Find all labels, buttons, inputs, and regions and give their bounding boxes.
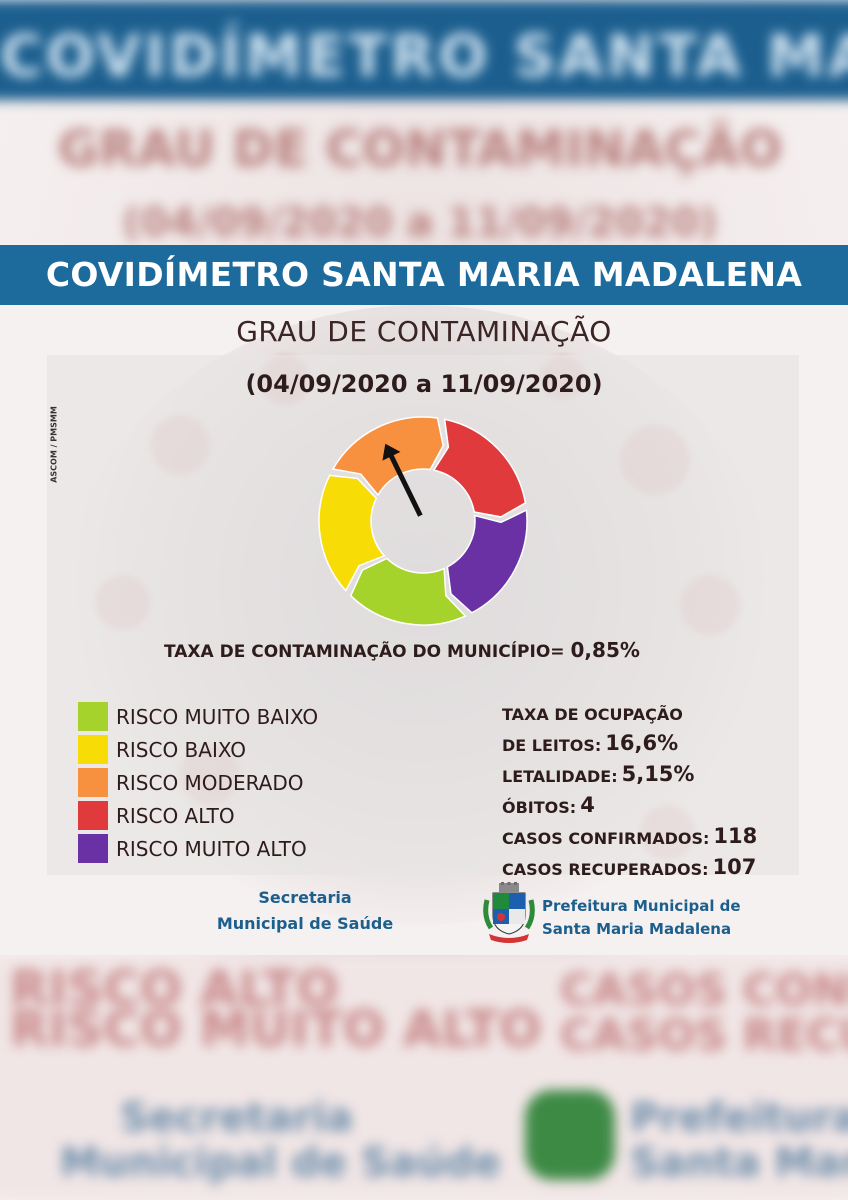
page-title: COVIDÍMETRO SANTA MARIA MADALENA — [45, 255, 803, 294]
occupancy-value: 16,6% — [605, 731, 679, 755]
recovered-value: 107 — [712, 855, 757, 879]
gauge-pointer-arrowhead — [382, 443, 401, 461]
legend-label: RISCO MUITO ALTO — [116, 836, 307, 861]
background-footer-text: Santa Maria Madalena — [630, 1140, 848, 1186]
health-department: Secretaria Municipal de Saúde — [205, 885, 405, 937]
background-legend-text: RISCO ALTO — [10, 960, 339, 1018]
background-legend-text: RISCO MUITO ALTO — [10, 1000, 542, 1058]
occupancy-heading: TAXA DE OCUPAÇÃO — [502, 693, 757, 724]
legend-swatch — [78, 768, 108, 797]
contamination-rate-label: TAXA DE CONTAMINAÇÃO DO MUNICÍPIO= — [164, 642, 565, 662]
legend-swatch — [78, 735, 108, 764]
background-title-text: COVIDÍMETRO SANTA MARIA MADALENA — [0, 22, 848, 90]
background-subtitle: GRAU DE CONTAMINAÇÃO — [57, 120, 783, 178]
background-date-range: (04/09/2020 a 11/09/2020) — [122, 200, 718, 246]
legend-item: RISCO MUITO BAIXO — [78, 700, 318, 733]
contamination-rate-value: 0,85% — [570, 638, 640, 662]
city-hall-line-2: Santa Maria Madalena — [542, 920, 732, 938]
health-department-line-1: Secretaria — [258, 888, 352, 907]
subtitle: GRAU DE CONTAMINAÇÃO — [236, 315, 612, 348]
city-hall-line-1: Prefeitura Municipal de — [542, 897, 741, 915]
gauge-pointer — [387, 451, 423, 517]
risk-gauge — [318, 416, 528, 626]
date-range: (04/09/2020 a 11/09/2020) — [245, 370, 603, 398]
legend-swatch — [78, 834, 108, 863]
legend-swatch — [78, 801, 108, 830]
deaths-row: ÓBITOS: 4 — [502, 786, 757, 817]
legend-item: RISCO MODERADO — [78, 766, 318, 799]
lethality-label: LETALIDADE: — [502, 767, 618, 786]
credit-text: ASCOM / PMSMM — [49, 406, 59, 483]
background-stat-text: CASOS RECUPERADOS: — [560, 1010, 848, 1061]
background-footer-text: Prefeitura Municipal de — [630, 1095, 848, 1141]
occupancy-row: DE LEITOS: 16,6% — [502, 724, 757, 755]
poster-card: COVIDÍMETRO SANTA MARIA MADALENA GRAU DE… — [0, 245, 848, 955]
background-bottom-band — [0, 955, 848, 1200]
credit-label: ASCOM / PMSMM — [44, 406, 64, 490]
statistics-block: TAXA DE OCUPAÇÃO DE LEITOS: 16,6% LETALID… — [502, 693, 757, 879]
confirmed-row: CASOS CONFIRMADOS: 118 — [502, 817, 757, 848]
legend-item: RISCO MUITO ALTO — [78, 832, 318, 865]
confirmed-label: CASOS CONFIRMADOS: — [502, 829, 710, 848]
lethality-row: LETALIDADE: 5,15% — [502, 755, 757, 786]
background-footer-text: Municipal de Saúde — [60, 1140, 501, 1186]
title-bar — [0, 245, 848, 305]
confirmed-value: 118 — [713, 824, 758, 848]
legend-label: RISCO MUITO BAIXO — [116, 704, 319, 729]
risk-legend: RISCO MUITO BAIXO RISCO BAIXO RISCO MODERA… — [78, 700, 318, 865]
gauge-segment — [446, 508, 528, 614]
lethality-value: 5,15% — [621, 762, 695, 786]
legend-swatch — [78, 702, 108, 731]
background-logo — [525, 1090, 615, 1180]
city-hall: Prefeitura Municipal de Santa Maria Mada… — [542, 895, 741, 941]
legend-item: RISCO BAIXO — [78, 733, 318, 766]
recovered-label: CASOS RECUPERADOS: — [502, 860, 709, 879]
background-stat-text: CASOS CONFIRMADOS: — [560, 965, 848, 1016]
deaths-value: 4 — [580, 793, 595, 817]
gauge-segment — [318, 474, 386, 592]
recovered-row: CASOS RECUPERADOS: 107 — [502, 848, 757, 879]
background-title-bar — [0, 0, 848, 100]
occupancy-label: TAXA DE OCUPAÇÃO — [502, 705, 683, 724]
legend-label: RISCO BAIXO — [116, 737, 247, 762]
municipal-coat-of-arms-logo — [483, 882, 535, 943]
health-department-line-2: Municipal de Saúde — [216, 914, 394, 933]
legend-label: RISCO ALTO — [116, 803, 235, 828]
gauge-segment — [349, 557, 467, 626]
legend-item: RISCO ALTO — [78, 799, 318, 832]
occupancy-label-2: DE LEITOS: — [502, 736, 602, 755]
background-footer-text: Secretaria — [120, 1095, 354, 1141]
deaths-label: ÓBITOS: — [502, 798, 577, 817]
contamination-rate: TAXA DE CONTAMINAÇÃO DO MUNICÍPIO= 0,85% — [164, 638, 640, 662]
gauge-segment — [432, 418, 527, 518]
legend-label: RISCO MODERADO — [116, 770, 304, 795]
